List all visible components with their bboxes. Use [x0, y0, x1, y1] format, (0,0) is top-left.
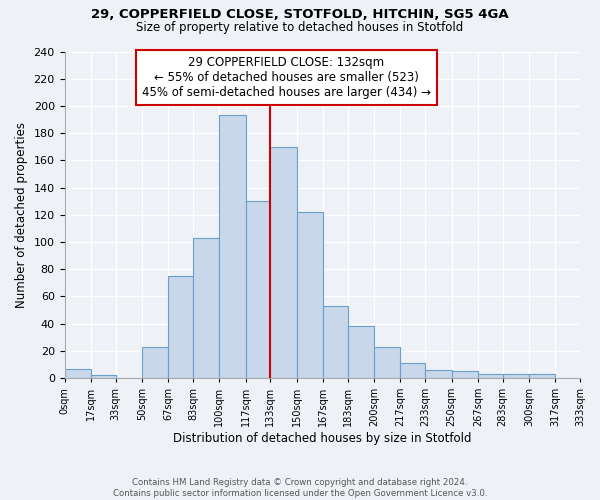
Bar [400, 363, 425, 378]
Text: Contains HM Land Registry data © Crown copyright and database right 2024.
Contai: Contains HM Land Registry data © Crown c… [113, 478, 487, 498]
Bar [374, 346, 400, 378]
Text: Size of property relative to detached houses in Stotfold: Size of property relative to detached ho… [136, 22, 464, 35]
X-axis label: Distribution of detached houses by size in Stotfold: Distribution of detached houses by size … [173, 432, 472, 445]
Bar [452, 371, 478, 378]
Bar [220, 116, 245, 378]
Bar [65, 368, 91, 378]
Text: 29, COPPERFIELD CLOSE, STOTFOLD, HITCHIN, SG5 4GA: 29, COPPERFIELD CLOSE, STOTFOLD, HITCHIN… [91, 8, 509, 20]
Bar [91, 376, 116, 378]
Text: 29 COPPERFIELD CLOSE: 132sqm
← 55% of detached houses are smaller (523)
45% of s: 29 COPPERFIELD CLOSE: 132sqm ← 55% of de… [142, 56, 431, 100]
Bar [478, 374, 503, 378]
Y-axis label: Number of detached properties: Number of detached properties [15, 122, 28, 308]
Bar [425, 370, 452, 378]
Bar [168, 276, 193, 378]
Bar [245, 201, 271, 378]
Bar [529, 374, 555, 378]
Bar [297, 212, 323, 378]
Bar [142, 346, 168, 378]
Bar [193, 238, 220, 378]
Bar [271, 146, 297, 378]
Bar [503, 374, 529, 378]
Bar [323, 306, 348, 378]
Bar [348, 326, 374, 378]
